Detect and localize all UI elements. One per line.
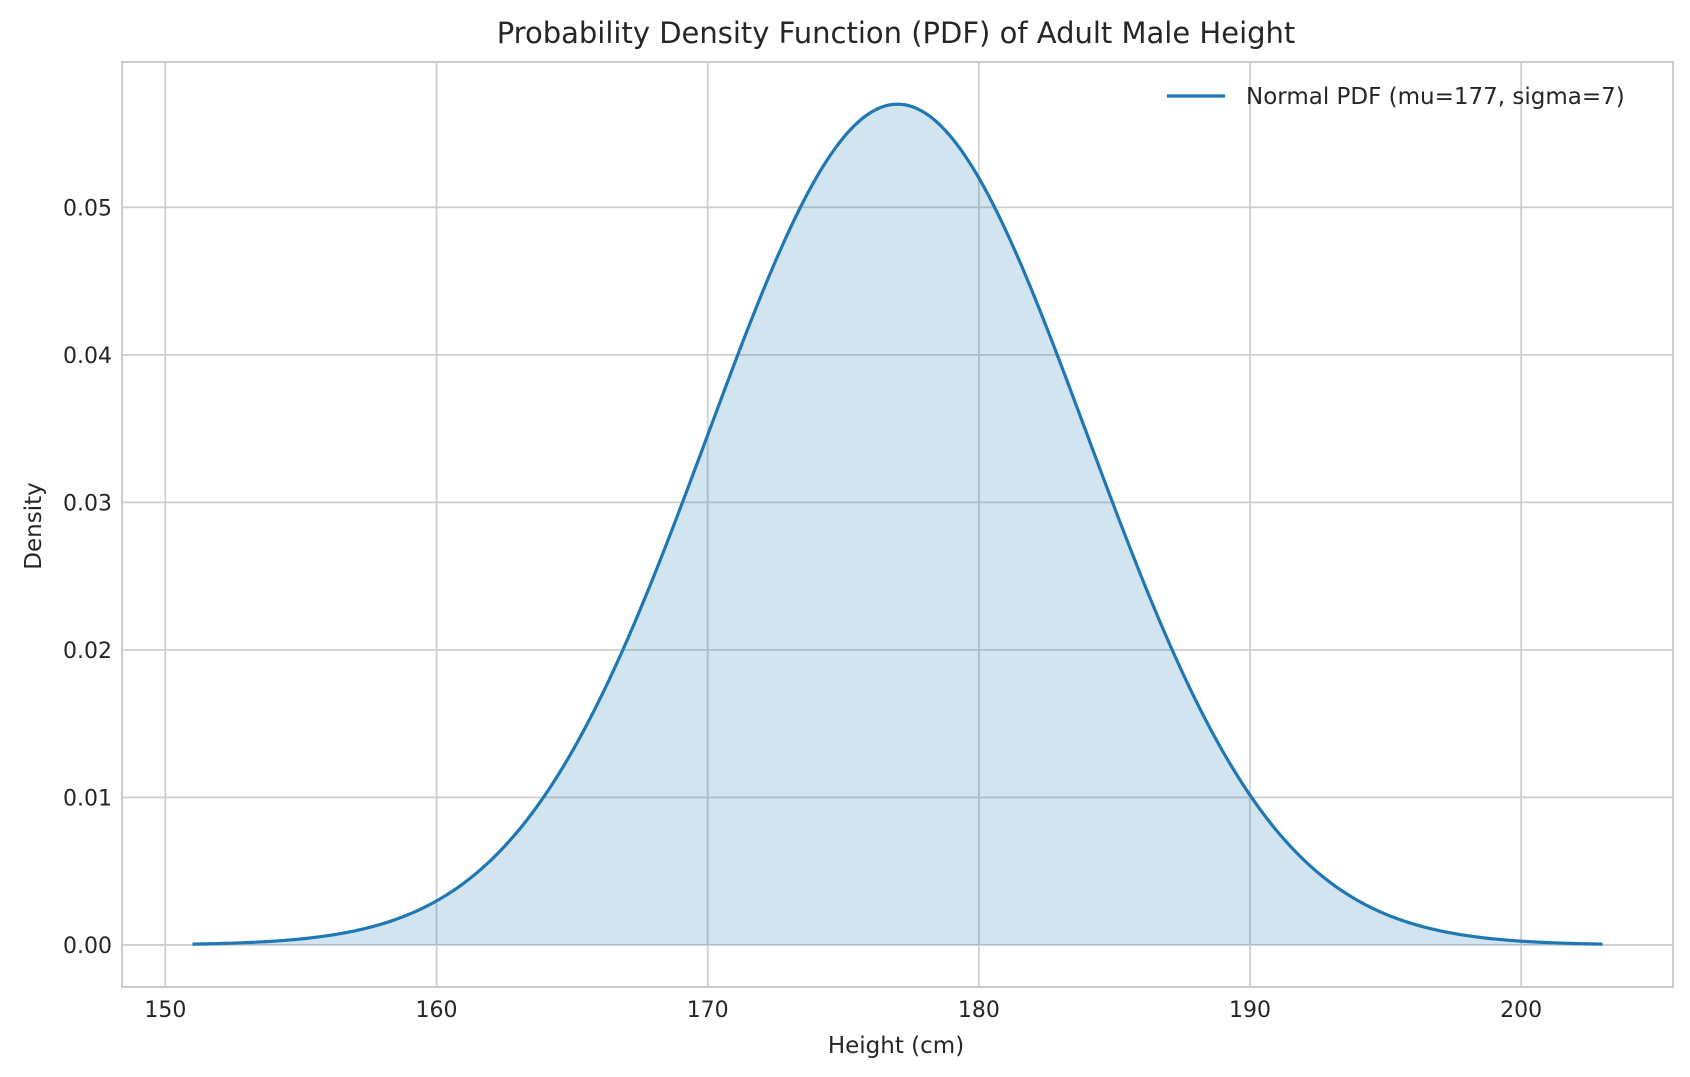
y-tick-label: 0.03 (63, 491, 112, 516)
y-axis-label: Density (21, 482, 47, 569)
x-tick-label: 170 (687, 998, 729, 1023)
grid (122, 62, 1673, 987)
y-tick-label: 0.00 (63, 934, 112, 959)
axes-frame (121, 61, 1674, 988)
y-tick-label: 0.02 (63, 639, 112, 664)
pdf-line (192, 102, 1603, 946)
pdf-area-fill (192, 104, 1603, 945)
legend-label: Normal PDF (mu=177, sigma=7) (1246, 84, 1625, 110)
y-tick-label: 0.05 (63, 196, 112, 221)
plot-area (192, 102, 1603, 946)
y-axis-ticks: 0.00 0.01 0.02 0.03 0.04 0.05 (63, 196, 112, 959)
x-tick-label: 190 (1229, 998, 1271, 1023)
y-tick-label: 0.04 (63, 344, 112, 369)
x-axis-ticks: 150 160 170 180 190 200 (144, 998, 1542, 1023)
x-tick-label: 200 (1500, 998, 1542, 1023)
chart-title: Probability Density Function (PDF) of Ad… (497, 16, 1296, 50)
x-tick-label: 180 (958, 998, 1000, 1023)
legend: Normal PDF (mu=177, sigma=7) (1167, 84, 1625, 110)
y-tick-label: 0.01 (63, 786, 112, 811)
x-axis-label: Height (cm) (828, 1033, 964, 1059)
x-tick-label: 160 (416, 998, 458, 1023)
x-tick-label: 150 (144, 998, 186, 1023)
